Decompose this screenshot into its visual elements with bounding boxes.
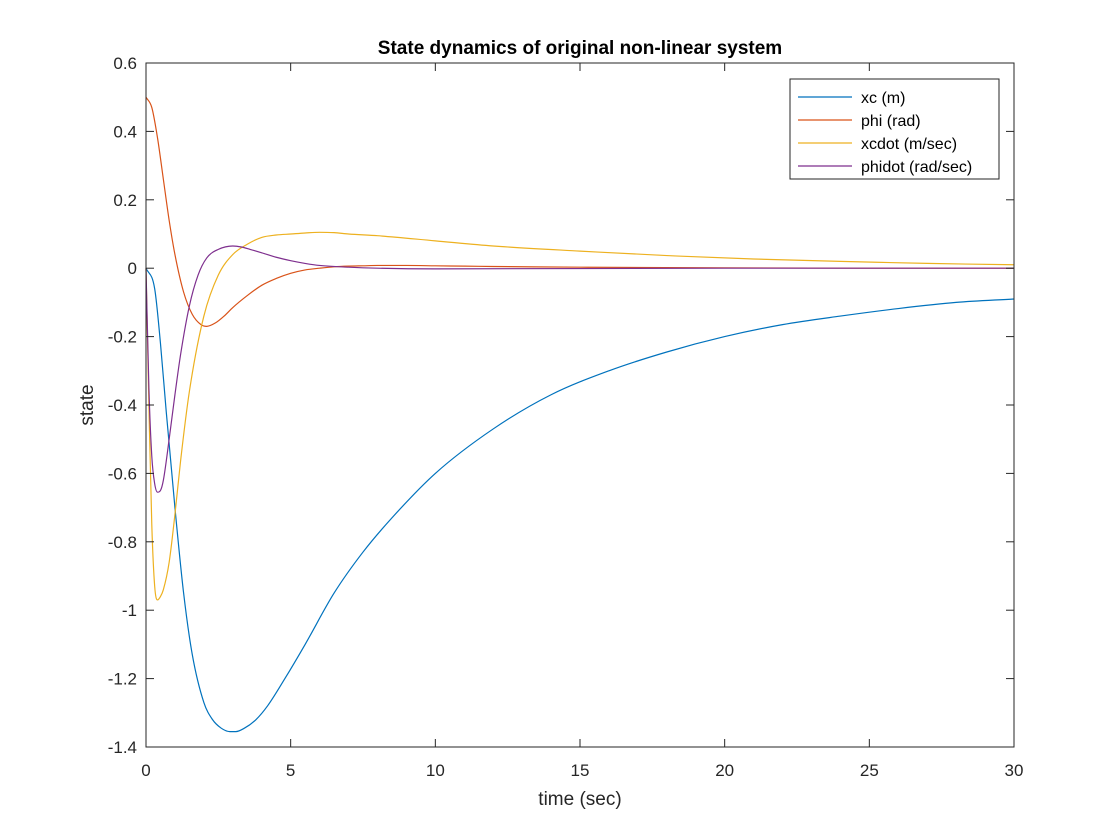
series-line-3 — [145, 231, 1015, 601]
y-tick-label: 0.6 — [113, 54, 137, 73]
series-line-4 — [145, 245, 1014, 493]
x-tick-label: 25 — [860, 761, 879, 780]
legend-entry-label: phidot (rad/sec) — [861, 159, 972, 176]
x-axis-label: time (sec) — [538, 789, 621, 810]
legend-entry-label: xcdot (m/sec) — [861, 136, 957, 153]
y-tick-label: -0.4 — [108, 396, 137, 415]
chart-title: State dynamics of original non-linear sy… — [378, 38, 782, 59]
y-tick-label: 0.4 — [113, 122, 137, 141]
x-ticks: 0 5 10 15 20 25 30 — [141, 63, 1023, 780]
x-tick-label: 10 — [426, 761, 445, 780]
y-tick-label: 0 — [128, 259, 137, 278]
y-tick-label: -1.2 — [108, 670, 137, 689]
x-tick-label: 5 — [286, 761, 295, 780]
legend-box — [789, 78, 1000, 180]
y-tick-label: -0.8 — [108, 533, 137, 552]
y-tick-label: -1 — [122, 601, 137, 620]
x-tick-label: 30 — [1005, 761, 1024, 780]
legend: xc (m) phi (rad) xcdot (m/sec) phidot (rad/… — [789, 78, 1000, 180]
y-tick-label: -1.4 — [108, 738, 137, 757]
series-layer — [145, 96, 1015, 733]
legend-entry-label: phi (rad) — [861, 113, 921, 130]
y-ticks: -1.4 -1.2 -1 -0.8 -0.6 -0.4 -0.2 0 0.2 0.4 0.6 — [108, 54, 1014, 757]
x-tick-label: 0 — [141, 761, 150, 780]
legend-entry-label: xc (m) — [861, 90, 905, 107]
y-axis-label: state — [77, 384, 98, 425]
y-tick-label: -0.2 — [108, 328, 137, 347]
x-tick-label: 15 — [571, 761, 590, 780]
y-tick-label: 0.2 — [113, 191, 137, 210]
x-tick-label: 20 — [715, 761, 734, 780]
series-line-2 — [145, 96, 1014, 327]
series-line-1 — [145, 267, 1015, 733]
y-tick-label: -0.6 — [108, 464, 137, 483]
